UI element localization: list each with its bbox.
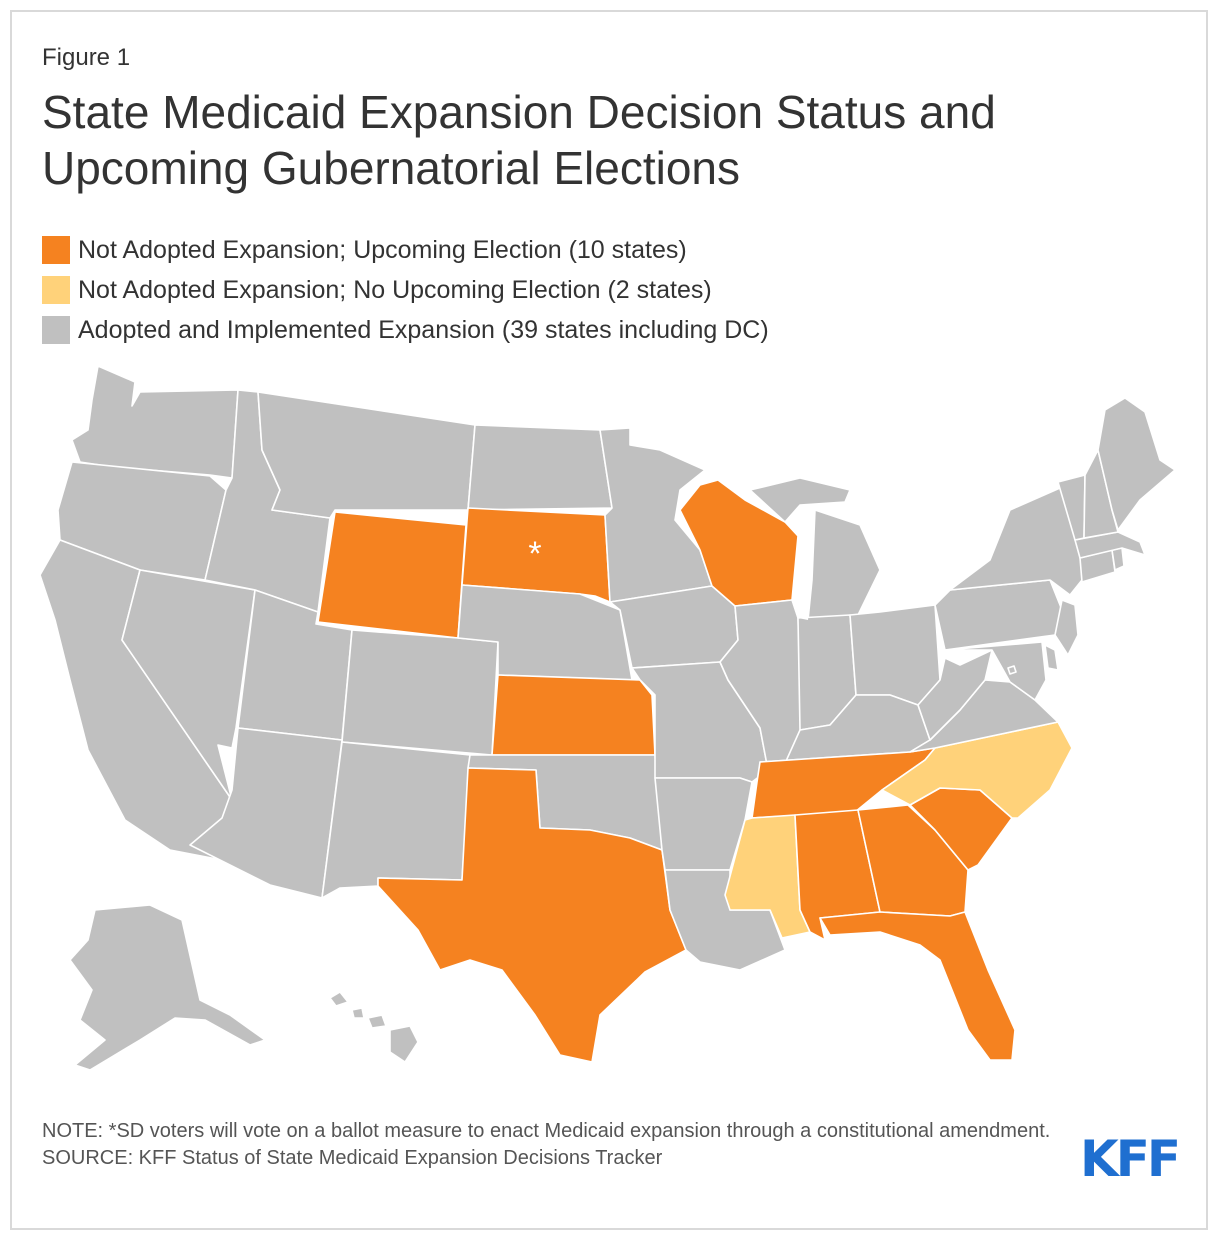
state-ME <box>1097 397 1176 531</box>
state-NJ <box>1054 599 1079 656</box>
us-map: * <box>39 365 1176 1071</box>
state-PA <box>934 579 1063 651</box>
state-WA <box>71 365 239 479</box>
lake-michigan <box>792 530 812 620</box>
state-MD <box>944 641 1047 701</box>
state-RI <box>1111 547 1125 571</box>
kff-logo: KFF <box>1080 1130 1181 1188</box>
page-title: State Medicaid Expansion Decision Status… <box>42 86 996 194</box>
state-TX <box>377 767 687 1063</box>
state-DE <box>1044 644 1059 671</box>
legend-label: Adopted and Implemented Expansion (39 st… <box>78 315 769 344</box>
legend-item-adopted: Adopted and Implemented Expansion (39 st… <box>42 310 769 350</box>
state-NC <box>881 721 1073 819</box>
legend-label: Not Adopted Expansion; No Upcoming Elect… <box>78 275 712 304</box>
state-KS <box>491 674 656 756</box>
state-DC <box>1007 665 1017 675</box>
state-WY <box>317 511 467 639</box>
state-MT <box>257 391 476 519</box>
state-FL <box>819 911 1016 1061</box>
note-text: NOTE: *SD voters will vote on a ballot m… <box>42 1120 1051 1142</box>
figure-label: Figure 1 <box>42 44 131 71</box>
state-ND <box>467 424 613 511</box>
state-IA <box>609 585 739 669</box>
state-AK <box>69 904 266 1071</box>
sd-asterisk: * <box>528 535 541 573</box>
legend: Not Adopted Expansion; Upcoming Election… <box>42 230 769 350</box>
legend-item-not-adopted-election: Not Adopted Expansion; Upcoming Election… <box>42 230 769 270</box>
legend-item-not-adopted-no-election: Not Adopted Expansion; No Upcoming Elect… <box>42 270 769 310</box>
state-CO <box>341 629 499 756</box>
state-NY <box>949 487 1083 596</box>
state-AR <box>654 777 753 871</box>
state-MN <box>599 427 713 603</box>
state-HI <box>329 991 419 1063</box>
state-OH <box>849 604 941 706</box>
footnote: NOTE: *SD voters will vote on a ballot m… <box>42 1118 1052 1172</box>
legend-swatch-gray <box>42 316 70 344</box>
source-text: SOURCE: KFF Status of State Medicaid Exp… <box>42 1147 663 1169</box>
legend-swatch-yellow <box>42 276 70 304</box>
state-NM <box>321 741 471 899</box>
legend-swatch-orange <box>42 236 70 264</box>
legend-label: Not Adopted Expansion; Upcoming Election… <box>78 235 687 264</box>
